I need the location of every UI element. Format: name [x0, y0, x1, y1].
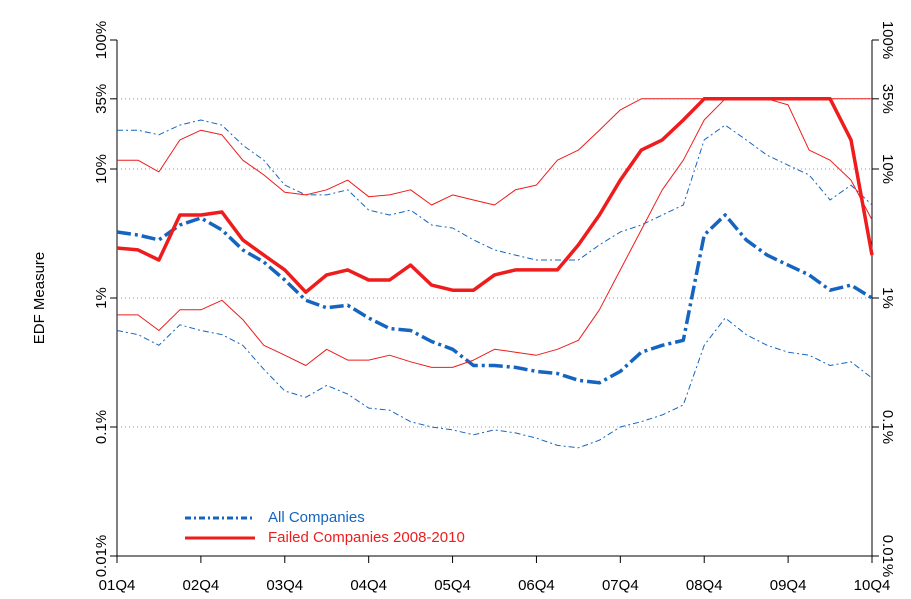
y-tick-label: 1%: [93, 287, 110, 309]
y-tick-label: 10%: [93, 154, 110, 184]
y2-tick-label: 0.1%: [879, 410, 896, 444]
x-tick-label: 01Q4: [99, 577, 136, 594]
y-tick-label: 0.1%: [93, 410, 110, 444]
line: [117, 119, 873, 261]
line: [116, 213, 873, 385]
y-tick-label: 0.01%: [93, 535, 110, 578]
line: [116, 97, 874, 294]
y-axis-label: EDF Measure: [31, 252, 48, 345]
x-tick-label: 07Q4: [602, 577, 639, 594]
y2-tick-label: 35%: [879, 84, 896, 114]
legend-label: Failed Companies 2008-2010: [268, 529, 465, 546]
legend-label: All Companies: [268, 509, 365, 526]
y-tick-label: 100%: [93, 21, 110, 59]
x-tick-label: 08Q4: [686, 577, 723, 594]
y2-tick-label: 0.01%: [879, 535, 896, 578]
x-tick-label: 02Q4: [183, 577, 220, 594]
line: [117, 98, 873, 368]
y2-tick-label: 100%: [879, 21, 896, 59]
y2-tick-label: 1%: [879, 287, 896, 309]
line: [117, 98, 872, 206]
x-tick-label: 09Q4: [770, 577, 807, 594]
x-tick-label: 04Q4: [350, 577, 387, 594]
x-tick-label: 05Q4: [434, 577, 471, 594]
y2-tick-label: 10%: [879, 154, 896, 184]
x-tick-label: 06Q4: [518, 577, 555, 594]
line: [116, 317, 873, 449]
x-tick-label: 10Q4: [854, 577, 891, 594]
x-tick-label: 03Q4: [266, 577, 303, 594]
y-tick-label: 35%: [93, 84, 110, 114]
